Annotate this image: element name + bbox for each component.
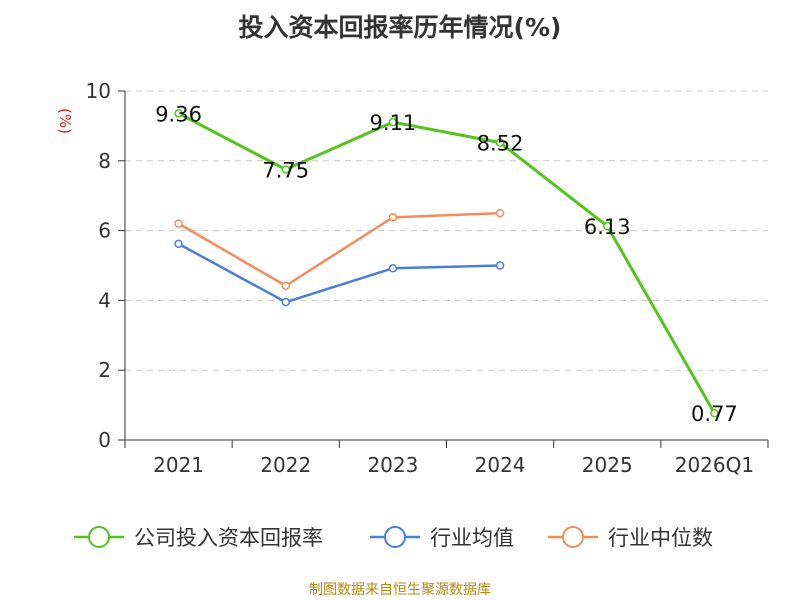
data-point-2 bbox=[281, 281, 290, 290]
x-tick-label: 2021 bbox=[153, 453, 204, 477]
x-tick-label: 2023 bbox=[367, 453, 418, 477]
y-tick-label: 2 bbox=[98, 358, 111, 382]
legend-label: 公司投入资本回报率 bbox=[134, 526, 323, 550]
x-tick-label: 2024 bbox=[475, 453, 526, 477]
data-point-1 bbox=[495, 261, 505, 270]
data-point-1 bbox=[281, 297, 290, 307]
series-line-0 bbox=[177, 112, 716, 414]
y-tick-label: 4 bbox=[98, 288, 111, 312]
data-label: 9.11 bbox=[370, 111, 417, 135]
y-tick-label: 0 bbox=[98, 428, 111, 452]
series-line-2 bbox=[177, 211, 501, 287]
y-tick-label: 8 bbox=[98, 149, 111, 173]
data-point-0 bbox=[710, 408, 719, 418]
data-source-note: 制图数据来自恒生聚源数据库 bbox=[309, 582, 491, 598]
data-label: 7.75 bbox=[262, 159, 309, 183]
legend-marker bbox=[562, 526, 584, 548]
y-tick-label: 6 bbox=[98, 219, 111, 243]
data-point-0 bbox=[495, 138, 505, 147]
x-tick-label: 2026Q1 bbox=[675, 453, 754, 477]
legend-marker bbox=[384, 526, 406, 548]
data-label: 0.77 bbox=[691, 402, 738, 426]
data-point-0 bbox=[174, 109, 183, 118]
x-tick-label: 2022 bbox=[260, 453, 311, 477]
data-label: 6.13 bbox=[584, 215, 631, 239]
data-label: 8.52 bbox=[477, 132, 524, 156]
data-label: 9.36 bbox=[155, 102, 202, 126]
legend-label: 行业均值 bbox=[430, 526, 514, 550]
x-tick-label: 2025 bbox=[582, 453, 633, 477]
data-point-2 bbox=[174, 219, 183, 228]
data-point-0 bbox=[281, 165, 290, 174]
data-point-0 bbox=[603, 221, 612, 231]
legend-label: 行业中位数 bbox=[608, 526, 713, 550]
chart-title: 投入资本回报率历年情况(%) bbox=[238, 13, 562, 42]
y-tick-label: 10 bbox=[86, 79, 111, 103]
legend-marker bbox=[88, 526, 110, 548]
data-point-2 bbox=[388, 213, 398, 222]
data-point-2 bbox=[495, 208, 505, 218]
series-line-1 bbox=[177, 242, 501, 304]
data-point-1 bbox=[388, 264, 398, 273]
data-point-1 bbox=[174, 239, 183, 249]
data-point-0 bbox=[388, 117, 398, 127]
